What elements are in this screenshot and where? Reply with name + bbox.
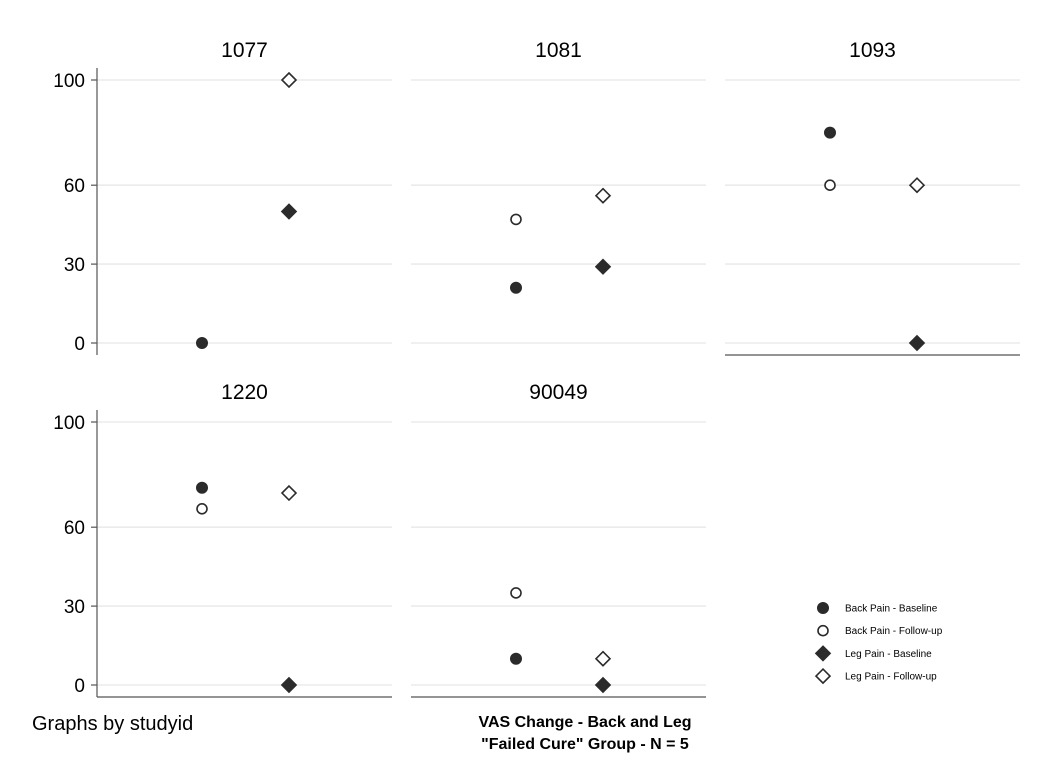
- y-tick-label: 0: [74, 334, 85, 355]
- back-pain-baseline-point: [196, 481, 208, 494]
- leg-pain-follow-up-point: [594, 650, 612, 667]
- panel-title: 1093: [849, 39, 896, 62]
- y-tick-label: 0: [74, 676, 85, 697]
- back-pain-follow-up-point: [510, 587, 522, 599]
- back-pain-baseline-point: [510, 652, 522, 665]
- legend-marker: [817, 624, 829, 637]
- back-pain-baseline-point: [196, 337, 208, 349]
- y-tick-label: 100: [53, 71, 85, 92]
- panel-title: 1077: [221, 39, 268, 62]
- back-pain-follow-up-point: [196, 502, 208, 515]
- legend-label: Back Pain - Follow-up: [845, 626, 943, 637]
- legend-marker: [814, 667, 832, 685]
- chart-caption: VAS Change - Back and Leg "Failed Cure" …: [440, 712, 730, 756]
- leg-pain-baseline-point: [594, 258, 612, 275]
- legend-label: Leg Pain - Baseline: [845, 649, 932, 660]
- back-pain-follow-up-point: [824, 179, 836, 191]
- y-tick-label: 30: [64, 597, 85, 618]
- panel-title: 1220: [221, 381, 268, 404]
- legend-marker: [817, 602, 829, 614]
- legend: Back Pain - Baseline Back Pain - Follow-u…: [814, 602, 943, 685]
- panel-90049: 90049: [411, 381, 706, 698]
- leg-pain-follow-up-point: [280, 484, 298, 502]
- panel-1081: 1081: [411, 39, 706, 344]
- back-pain-follow-up-point: [510, 213, 522, 226]
- panel-1077: 1077 0 30 60 100: [53, 39, 392, 355]
- leg-pain-follow-up-point: [594, 187, 612, 204]
- y-tick-label: 100: [53, 413, 85, 434]
- legend-marker: [814, 645, 832, 662]
- legend-label: Leg Pain - Follow-up: [845, 672, 937, 683]
- legend-label: Back Pain - Baseline: [845, 604, 938, 615]
- leg-pain-follow-up-point: [908, 177, 926, 194]
- caption-line-1: VAS Change - Back and Leg: [478, 714, 692, 731]
- y-tick-label: 60: [64, 176, 85, 197]
- panel-1093: 1093: [725, 39, 1020, 356]
- back-pain-baseline-point: [510, 281, 522, 294]
- panel-title: 1081: [535, 39, 582, 62]
- caption-line-2: "Failed Cure" Group - N = 5: [481, 736, 689, 753]
- back-pain-baseline-point: [824, 126, 836, 139]
- leg-pain-baseline-point: [594, 676, 612, 694]
- panel-1220: 1220 0 30 60 100: [53, 381, 392, 698]
- panel-title: 90049: [529, 381, 587, 404]
- leg-pain-baseline-point: [280, 203, 298, 220]
- leg-pain-baseline-point: [908, 334, 926, 352]
- y-tick-label: 60: [64, 518, 85, 539]
- y-tick-label: 30: [64, 255, 85, 276]
- graphs-by-note: Graphs by studyid: [32, 713, 194, 735]
- leg-pain-baseline-point: [280, 676, 298, 694]
- leg-pain-follow-up-point: [280, 71, 298, 89]
